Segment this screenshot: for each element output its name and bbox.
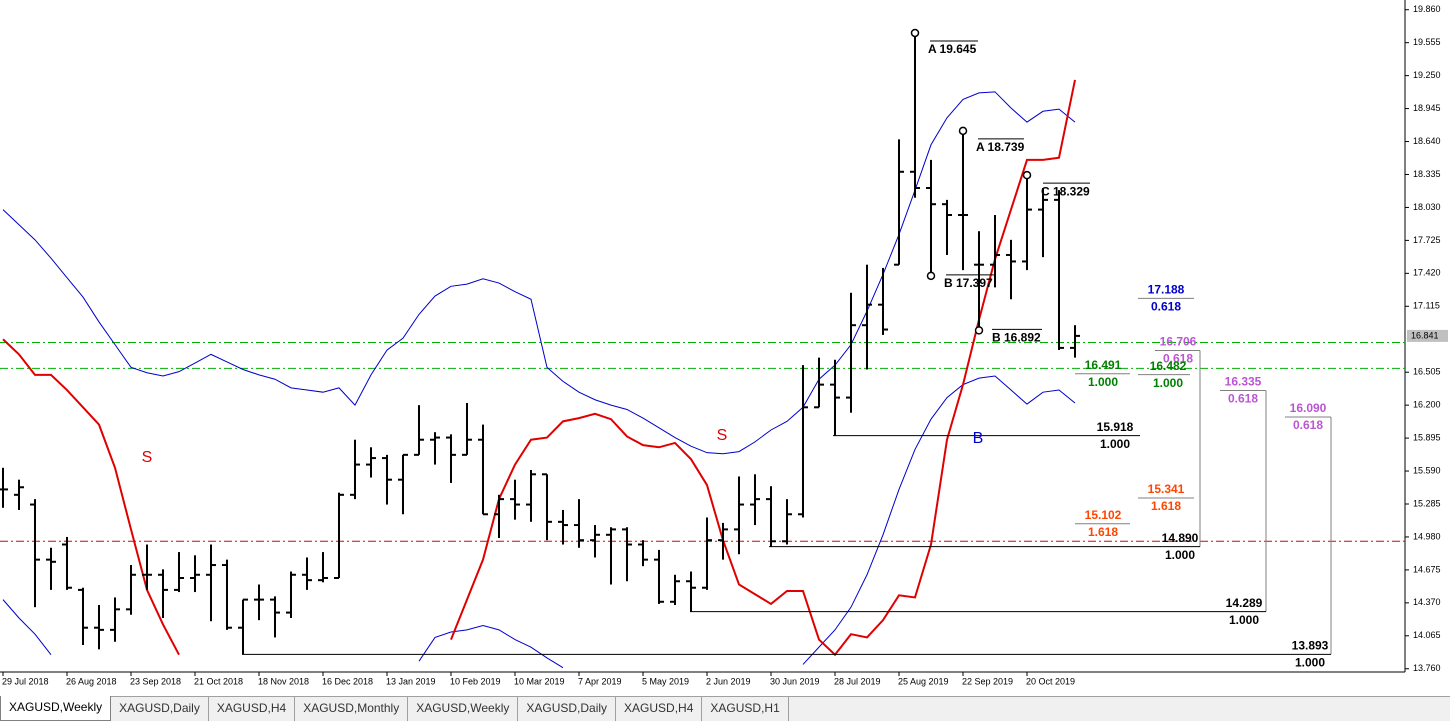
level-ratio: 0.618 [1293, 418, 1323, 432]
x-tick-label: 28 Jul 2019 [834, 676, 881, 686]
level-ratio: 1.000 [1088, 375, 1118, 389]
level-ratio: 1.000 [1165, 548, 1195, 562]
y-tick-label: 14.065 [1413, 630, 1441, 640]
level-price: 16.706 [1160, 335, 1197, 349]
y-tick-label: 18.030 [1413, 202, 1441, 212]
x-tick-label: 2 Jun 2019 [706, 676, 751, 686]
x-tick-label: 18 Nov 2018 [258, 676, 309, 686]
y-tick-label: 17.725 [1413, 235, 1441, 245]
indicator-line [418, 625, 564, 669]
y-tick-label: 19.250 [1413, 70, 1441, 80]
indicator-line [2, 338, 180, 656]
level-ratio: 1.000 [1295, 656, 1325, 670]
level-ratio: 1.618 [1088, 525, 1118, 539]
x-tick-label: 13 Jan 2019 [386, 676, 436, 686]
annotation: B [973, 430, 984, 447]
y-tick-label: 13.760 [1413, 663, 1441, 673]
indicator-line [450, 79, 1076, 657]
chart-tab[interactable]: XAGUSD,Weekly [0, 696, 112, 721]
x-tick-label: 25 Aug 2019 [898, 676, 949, 686]
indicator-line [2, 91, 1076, 455]
y-tick-label: 19.555 [1413, 37, 1441, 47]
y-tick-label: 18.335 [1413, 169, 1441, 179]
x-tick-label: 10 Mar 2019 [514, 676, 565, 686]
chart-tab[interactable]: XAGUSD,Daily [518, 697, 617, 721]
x-tick-label: 7 Apr 2019 [578, 676, 622, 686]
level-ratio: 0.618 [1151, 300, 1181, 314]
x-tick-label: 30 Jun 2019 [770, 676, 820, 686]
y-tick-label: 15.285 [1413, 498, 1441, 508]
y-tick-label: 17.115 [1413, 301, 1440, 311]
swing-label: B 17.397 [944, 276, 993, 290]
chart-tab[interactable]: XAGUSD,H4 [209, 697, 296, 721]
y-tick-label: 18.640 [1413, 136, 1441, 146]
swing-marker [1022, 170, 1032, 180]
x-tick-label: 16 Dec 2018 [322, 676, 373, 686]
y-tick-label: 16.200 [1413, 400, 1441, 410]
x-tick-label: 10 Feb 2019 [450, 676, 501, 686]
level-ratio: 1.000 [1100, 437, 1130, 451]
swing-marker [910, 28, 920, 38]
y-tick-label: 14.370 [1413, 597, 1441, 607]
swing-label: B 16.892 [992, 331, 1041, 345]
level-ratio: 0.618 [1228, 392, 1258, 406]
swing-marker [926, 271, 936, 281]
chart: 19.860 19.555 19.250 18.945 18.640 18.335 18.0… [0, 0, 1450, 694]
y-tick-label: 15.590 [1413, 465, 1441, 475]
x-tick-label: 29 Jul 2018 [2, 676, 49, 686]
chart-tab[interactable]: XAGUSD,H1 [702, 697, 789, 721]
current-price-label: 16.841 [1411, 330, 1439, 340]
level-ratio: 1.000 [1229, 613, 1259, 627]
swing-marker [958, 126, 968, 136]
x-tick-label: 5 May 2019 [642, 676, 689, 686]
swing-marker [974, 326, 984, 335]
current-price-box [1407, 329, 1448, 342]
level-price: 16.491 [1085, 358, 1122, 372]
annotation: S [142, 449, 153, 466]
chart-tab[interactable]: XAGUSD,Monthly [295, 697, 409, 721]
swing-label: A 18.739 [976, 140, 1025, 154]
tab-bar: XAGUSD,Weekly XAGUSD,Daily XAGUSD,H4 XAGUSD… [0, 696, 1450, 721]
swing-label: A 19.645 [928, 42, 977, 56]
y-tick-label: 14.980 [1413, 531, 1441, 541]
level-price: 15.341 [1148, 482, 1185, 496]
chart-tab[interactable]: XAGUSD,H4 [616, 697, 703, 721]
indicator-line [2, 599, 52, 656]
level-price: 15.918 [1097, 420, 1134, 434]
y-tick-label: 18.945 [1413, 103, 1441, 113]
level-price: 15.102 [1085, 508, 1122, 522]
level-price: 16.335 [1225, 375, 1262, 389]
y-tick-label: 16.505 [1413, 367, 1441, 377]
swing-label: C 18.329 [1041, 184, 1090, 198]
level-price: 16.482 [1150, 359, 1187, 373]
y-tick-label: 15.895 [1413, 432, 1441, 442]
x-tick-label: 22 Sep 2019 [962, 676, 1013, 686]
y-tick-label: 19.860 [1413, 4, 1441, 14]
level-price: 16.090 [1290, 401, 1327, 415]
y-tick-label: 14.675 [1413, 564, 1441, 574]
y-tick-label: 17.420 [1413, 268, 1441, 278]
x-tick-label: 20 Oct 2019 [1026, 676, 1075, 686]
level-ratio: 0.618 [1163, 352, 1193, 366]
x-tick-label: 21 Oct 2018 [194, 676, 243, 686]
annotation: S [717, 427, 728, 444]
level-price: 13.893 [1292, 639, 1329, 653]
level-ratio: 1.618 [1151, 499, 1181, 513]
chart-background [0, 0, 1450, 694]
x-tick-label: 23 Sep 2018 [130, 676, 181, 686]
chart-tab[interactable]: XAGUSD,Weekly [408, 697, 519, 721]
level-price: 17.188 [1148, 283, 1185, 297]
level-price: 14.289 [1226, 596, 1263, 610]
level-price: 14.890 [1162, 531, 1199, 545]
x-tick-label: 26 Aug 2018 [66, 676, 117, 686]
indicator-line [802, 375, 1076, 665]
chart-tab[interactable]: XAGUSD,Daily [111, 697, 209, 721]
level-ratio: 1.000 [1153, 376, 1183, 390]
